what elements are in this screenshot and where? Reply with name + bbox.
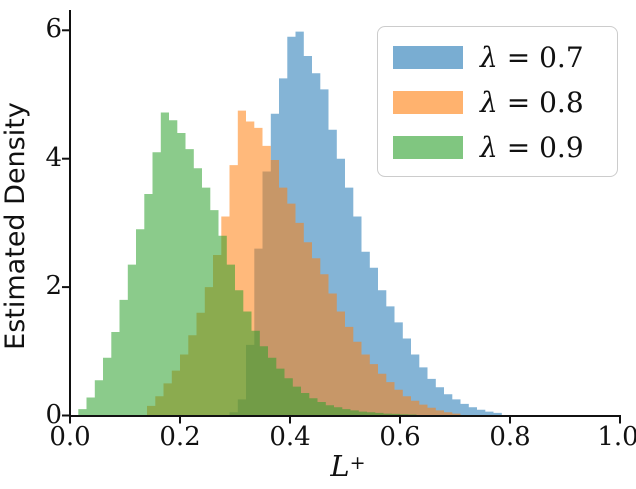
legend-value: = 0.7 (506, 40, 584, 74)
x-tick-label: 0.0 (49, 422, 91, 452)
legend-swatch (393, 136, 463, 159)
y-tick-label: 6 (45, 14, 62, 45)
legend-label: λ = 0.8 (480, 85, 584, 119)
legend-item: λ = 0.9 (378, 125, 617, 170)
lambda-symbol: λ (480, 130, 498, 164)
series-lambda-lambda-lambda-lambda-0.9 (78, 112, 417, 416)
legend-label: λ = 0.9 (480, 130, 584, 164)
y-axis-label: Estimated Density (0, 102, 31, 350)
legend: λ = 0.7 λ = 0.8 λ = 0.9 (377, 26, 618, 177)
x-axis-label: L+ (330, 449, 366, 483)
lambda-symbol: λ (480, 85, 498, 119)
x-tick-label: 0.6 (379, 422, 421, 452)
x-tick-label: 0.8 (489, 422, 531, 452)
x-tick-label: 0.2 (159, 422, 201, 452)
legend-value: = 0.8 (506, 85, 584, 119)
lambda-symbol: λ (480, 40, 498, 74)
x-tick-label: 0.4 (269, 422, 311, 452)
y-tick-label: 2 (45, 271, 62, 302)
y-tick-label: 0 (45, 399, 62, 430)
legend-item: λ = 0.8 (378, 80, 617, 125)
legend-label: λ = 0.7 (480, 40, 584, 74)
legend-item: λ = 0.7 (378, 35, 617, 80)
legend-value: = 0.9 (506, 130, 584, 164)
legend-swatch (393, 91, 463, 114)
y-tick-label: 4 (45, 142, 62, 173)
x-tick-label: 1.0 (597, 422, 636, 452)
x-axis-label-superscript: + (349, 452, 366, 474)
x-axis-label-symbol: L (330, 449, 350, 483)
legend-swatch (393, 46, 463, 69)
